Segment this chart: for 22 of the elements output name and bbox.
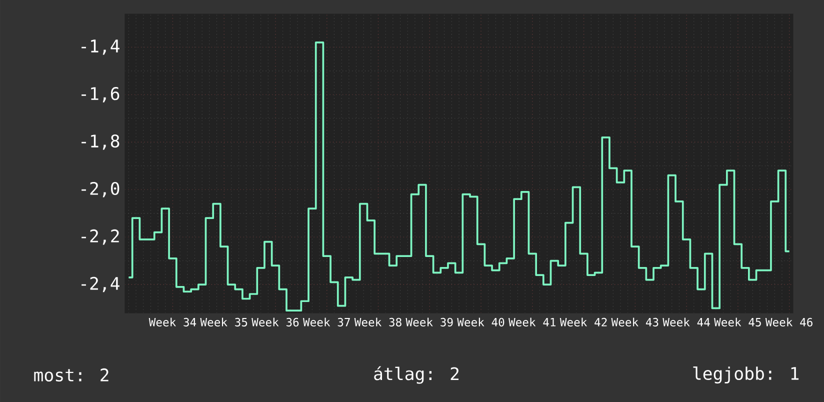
x-tick-label: Week 43 <box>611 318 658 326</box>
y-tick-label: -2,4 <box>82 276 120 292</box>
x-tick-label: Week 46 <box>765 318 812 326</box>
text: most: 2 <box>34 368 108 382</box>
text: legjobb: 1 <box>693 366 799 384</box>
text: átlag: 2 <box>374 366 459 384</box>
x-tick-label: Week 38 <box>354 318 402 326</box>
x-tick-label: Week 35 <box>200 318 248 326</box>
x-tick-label: Week 39 <box>406 318 453 326</box>
x-tick-label: Week 44 <box>662 318 710 326</box>
y-tick-label: -2,2 <box>82 229 119 245</box>
x-tick-label: Week 40 <box>457 318 504 326</box>
y-tick-label: -1,8 <box>82 134 120 150</box>
x-tick-label: Week 41 <box>508 318 556 326</box>
x-tick-label: Week 42 <box>560 318 607 326</box>
y-tick-label: -1,4 <box>82 40 120 55</box>
y-tick-label: -1,6 <box>82 87 120 102</box>
x-tick-label: Week 45 <box>714 318 761 326</box>
x-tick-label: Week 36 <box>252 318 299 326</box>
x-tick-label: Week 37 <box>302 318 350 326</box>
x-tick-label: Week 34 <box>148 318 196 326</box>
y-tick-label: -2,0 <box>82 182 120 198</box>
